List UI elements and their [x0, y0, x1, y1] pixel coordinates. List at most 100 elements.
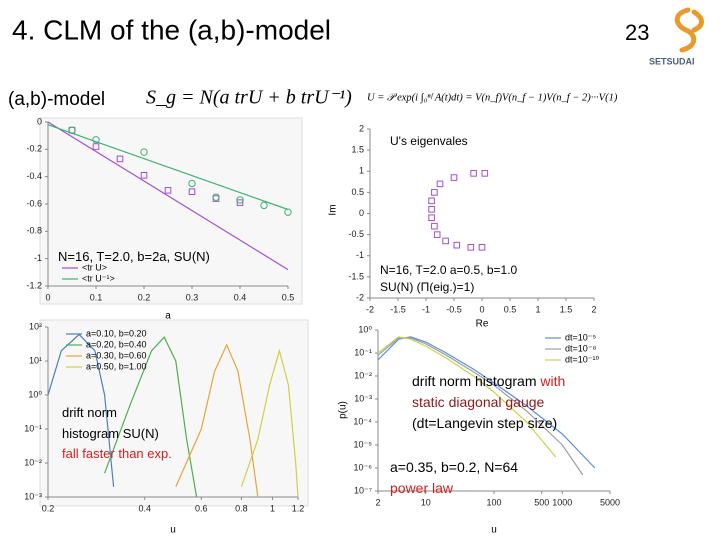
- x-tick-label: -2: [366, 304, 374, 314]
- annotation-part: a=0.35, b=0.2, N=64: [390, 459, 518, 475]
- x-tick-label: 1: [535, 304, 540, 314]
- y-tick-label: 10⁻⁷: [354, 485, 372, 495]
- point: [188, 188, 196, 195]
- annotation: drift norm histogram with: [412, 373, 565, 389]
- annotation-part: (dt=Langevin step size): [412, 415, 557, 431]
- point: [140, 172, 148, 179]
- point: [164, 187, 172, 194]
- y-tick-label: -1: [34, 253, 42, 263]
- point: [467, 244, 475, 251]
- model-label: (a,b)-model: [8, 89, 105, 110]
- y-tick-label: -2: [356, 292, 364, 302]
- point: [481, 170, 489, 177]
- x-tick-label: 0: [45, 292, 50, 302]
- annotation: static diagonal gauge: [412, 394, 545, 410]
- x-tick-label: 1: [270, 503, 275, 513]
- annotation: N=16, T=2.0 a=0.5, b=1.0: [380, 263, 518, 277]
- x-tick-label: 0.5: [282, 292, 295, 302]
- y-tick-label: 10⁰: [28, 389, 42, 399]
- annotation-part: drift norm: [62, 405, 117, 420]
- plot-background: [39, 117, 303, 305]
- y-tick-label: -1.5: [348, 271, 364, 281]
- x-tick-label: 2: [591, 304, 596, 314]
- y-axis-label: p(u): [338, 401, 349, 419]
- point: [478, 244, 486, 251]
- y-tick-label: 10⁻³: [24, 491, 42, 501]
- point: [92, 143, 100, 150]
- x-tick-label: 1.2: [292, 503, 305, 513]
- point: [431, 222, 438, 230]
- annotation-part: fall faster than exp.: [62, 446, 172, 461]
- x-tick-label: 10: [421, 497, 431, 507]
- chart: -2 -1.5 -1 -0.5 0 0.5 1 1.5 2 2 1.5 1 0.5 0 -0.5 -1 -1.5…: [328, 123, 597, 329]
- x-axis-label: a: [165, 311, 171, 322]
- action-formula: S_g = N(a trU + b trU⁻¹): [146, 87, 352, 109]
- annotation: histogram SU(N): [62, 426, 159, 441]
- annotation-part: power law: [390, 480, 454, 496]
- annotation-part: U's eigenvales: [390, 134, 468, 148]
- legend-label: a=0.30, b=0.60: [86, 350, 147, 360]
- y-tick-label: -0.2: [26, 144, 42, 154]
- x-tick-label: 0.5: [504, 304, 517, 314]
- y-tick-label: 10⁻⁶: [354, 462, 373, 472]
- series-line: [240, 348, 299, 498]
- y-tick-label: -0.5: [348, 229, 364, 239]
- chart: 0.2 0.4 0.6 0.8 1 1.2 10² 10¹ 10⁰ 10⁻¹ 10⁻² 10⁻³ u a=…: [24, 321, 304, 535]
- annotation: U's eigenvales: [390, 134, 468, 148]
- y-tick-label: -1.2: [26, 280, 42, 290]
- y-tick-label: 0: [359, 208, 364, 218]
- x-tick-label: -0.5: [446, 304, 462, 314]
- x-axis-label: u: [170, 525, 176, 536]
- legend-label: <tr U⁻¹>: [82, 273, 115, 283]
- y-tick-label: 10¹: [29, 355, 42, 365]
- y-tick-label: 10⁻²: [24, 457, 42, 467]
- x-tick-label: 0: [479, 304, 484, 314]
- x-axis-label: Re: [476, 319, 489, 330]
- legend-label: a=0.50, b=1.00: [86, 361, 147, 371]
- point: [428, 197, 435, 205]
- legend-label: dt=10⁻⁸: [565, 343, 597, 353]
- x-tick-label: 500: [534, 497, 549, 507]
- point: [431, 189, 438, 196]
- series-line: [47, 333, 115, 487]
- chart: 2 10 100 500 1000 5000 10⁰ 10⁻¹ 10⁻² 10⁻³ 10⁻⁴ 10⁻⁵…: [338, 324, 620, 535]
- y-tick-label: 10⁻¹: [354, 347, 372, 357]
- series-line: [47, 121, 289, 271]
- annotation: N=16, T=2.0, b=2a, SU(N): [58, 249, 210, 264]
- series-line: [377, 336, 557, 458]
- y-tick-label: -0.6: [26, 198, 42, 208]
- annotation: (dt=Langevin step size): [412, 415, 557, 431]
- x-tick-label: 1000: [552, 497, 572, 507]
- y-tick-label: 10⁻³: [354, 393, 372, 403]
- legend-label: <tr U>: [82, 262, 107, 272]
- legend-label: a=0.20, b=0.40: [86, 339, 147, 349]
- annotation: SU(N) (Π(eig.)=1): [380, 280, 474, 294]
- point: [236, 196, 244, 204]
- point: [92, 136, 100, 144]
- annotation-part: static diagonal gauge: [412, 394, 545, 410]
- point: [453, 241, 461, 249]
- annotation-part: histogram SU(N): [62, 426, 159, 441]
- logo-mark: [674, 7, 704, 53]
- x-tick-label: 0.1: [90, 292, 103, 302]
- point: [140, 148, 148, 156]
- x-tick-label: 100: [486, 497, 501, 507]
- x-tick-label: 1.5: [560, 304, 573, 314]
- annotation: drift norm: [62, 405, 117, 420]
- y-axis-label: Im: [328, 204, 339, 215]
- annotation-part: N=16, T=2.0 a=0.5, b=1.0: [380, 263, 518, 277]
- legend-label: dt=10⁻⁵: [565, 332, 597, 342]
- point: [450, 174, 458, 181]
- y-tick-label: 10⁰: [358, 324, 372, 334]
- y-tick-label: 10⁻²: [354, 370, 372, 380]
- annotation-part: N=16, T=2.0, b=2a, SU(N): [58, 249, 210, 264]
- series-line: [47, 124, 289, 211]
- point: [428, 214, 435, 222]
- y-tick-label: -0.4: [26, 171, 42, 181]
- y-tick-label: 10⁻⁵: [354, 439, 373, 449]
- legend-label: dt=10⁻¹⁰: [565, 354, 600, 364]
- y-tick-label: -0.8: [26, 226, 42, 236]
- point: [236, 199, 244, 206]
- annotation: a=0.35, b=0.2, N=64: [390, 459, 518, 475]
